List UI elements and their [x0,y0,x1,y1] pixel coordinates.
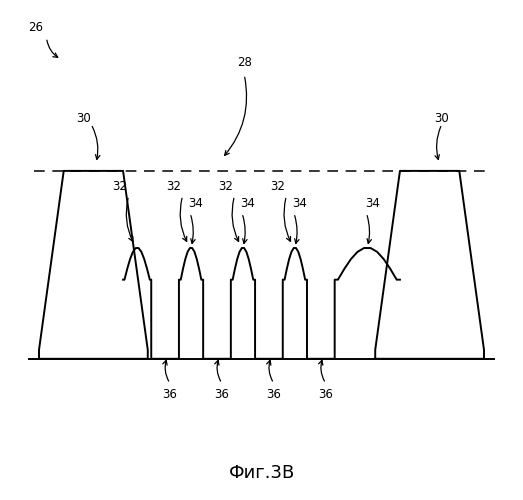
Text: 36: 36 [319,388,333,402]
Text: 32: 32 [166,180,181,193]
Text: 32: 32 [218,180,233,193]
Text: 34: 34 [365,198,380,210]
Text: 32: 32 [112,180,127,193]
Text: 36: 36 [214,388,230,402]
Text: 30: 30 [435,112,449,126]
Text: 30: 30 [76,112,91,126]
Text: 34: 34 [292,198,308,210]
Text: 28: 28 [237,56,252,68]
Text: 36: 36 [163,388,177,402]
Text: 26: 26 [28,21,43,34]
Text: 36: 36 [266,388,281,402]
Text: 32: 32 [270,180,285,193]
Text: 34: 34 [189,198,203,210]
Text: 34: 34 [241,198,255,210]
Text: Фиг.3В: Фиг.3В [229,464,294,481]
